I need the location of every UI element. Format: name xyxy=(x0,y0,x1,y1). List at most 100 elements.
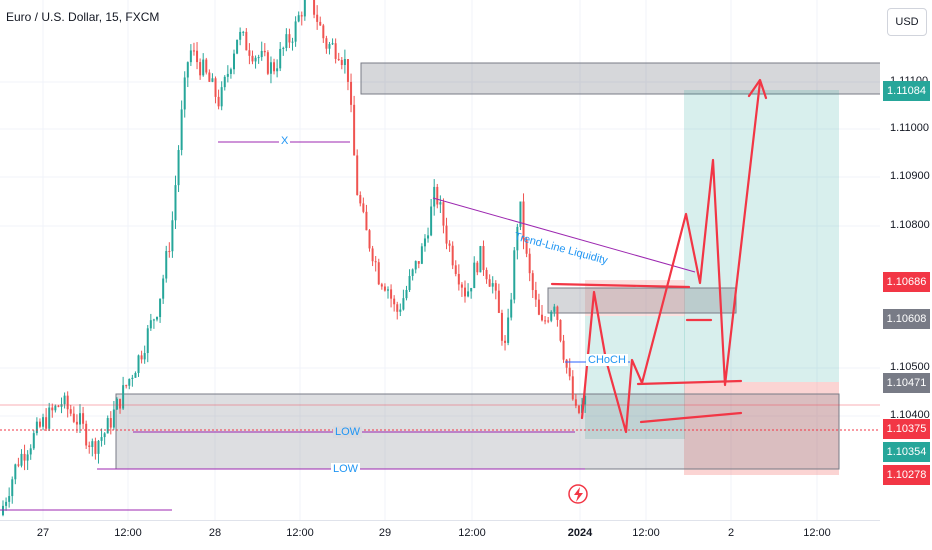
candle-body xyxy=(427,235,430,239)
candle-body xyxy=(214,78,217,97)
candle-body xyxy=(584,395,587,405)
candle-body xyxy=(97,440,100,454)
candle-body xyxy=(162,278,165,299)
candle-body xyxy=(368,230,371,249)
candle-body xyxy=(485,269,488,280)
candle-body xyxy=(504,340,507,343)
price-tick: 1.10900 xyxy=(890,170,930,182)
mid-supply-zone[interactable] xyxy=(547,287,737,314)
candle-body xyxy=(171,220,174,252)
candle-body xyxy=(17,464,20,466)
candle-body xyxy=(417,261,420,264)
candle-body xyxy=(189,50,192,63)
candle-body xyxy=(115,398,118,410)
currency-button[interactable]: USD xyxy=(887,8,927,36)
candle-body xyxy=(223,76,226,88)
candle-body xyxy=(152,319,155,321)
candle-body xyxy=(14,464,17,480)
candle-body xyxy=(476,262,479,273)
candle-body xyxy=(445,225,448,244)
candle-body xyxy=(103,433,106,438)
candle-body xyxy=(239,31,242,40)
candle-body xyxy=(423,238,426,247)
candle-body xyxy=(20,453,23,466)
candle-body xyxy=(57,405,60,407)
candle-body xyxy=(79,413,81,425)
time-tick: 27 xyxy=(36,527,50,539)
candle-body xyxy=(491,283,494,287)
candle-body xyxy=(229,69,232,74)
candle-body xyxy=(550,311,553,321)
candle-body xyxy=(208,72,211,82)
candle-body xyxy=(562,340,565,360)
price-badge: 1.10354 xyxy=(883,442,930,462)
candle-body xyxy=(568,367,571,377)
candle-body xyxy=(507,317,510,343)
candle-body xyxy=(319,21,322,26)
supply-zone-top[interactable] xyxy=(360,62,887,95)
candle-body xyxy=(8,496,11,502)
candle-body xyxy=(525,239,528,254)
target-zone[interactable] xyxy=(684,90,839,382)
candle-body xyxy=(420,246,423,264)
candle-body xyxy=(42,417,45,427)
candle-body xyxy=(205,59,208,73)
candle-body xyxy=(220,87,223,107)
candle-body xyxy=(390,289,393,299)
candle-body xyxy=(547,320,550,322)
candle-body xyxy=(69,409,72,414)
candle-body xyxy=(119,398,122,409)
time-tick: 12:00 xyxy=(632,527,660,539)
candle-body xyxy=(300,15,303,17)
candle-body xyxy=(430,206,433,236)
candle-body xyxy=(571,376,574,400)
price-tick: 1.10500 xyxy=(890,361,930,373)
trendline[interactable] xyxy=(432,197,696,273)
candle-body xyxy=(202,59,205,76)
candle-body xyxy=(186,62,189,78)
candle-body xyxy=(494,283,497,291)
candle-body xyxy=(460,284,463,288)
time-tick: 12:00 xyxy=(803,527,831,539)
candle-body xyxy=(60,404,63,407)
candle-body xyxy=(457,273,460,285)
candle-body xyxy=(109,418,112,428)
candle-body xyxy=(374,261,377,263)
candle-body xyxy=(322,25,325,39)
candle-body xyxy=(334,43,337,59)
candle-body xyxy=(134,373,137,378)
candle-body xyxy=(149,320,152,329)
candle-body xyxy=(32,433,35,449)
candle-body xyxy=(168,251,171,253)
candle-body xyxy=(383,286,386,291)
time-tick: 12:00 xyxy=(458,527,486,539)
event-bolt-icon[interactable] xyxy=(568,484,588,504)
candle-body xyxy=(343,59,346,66)
time-tick: 12:00 xyxy=(114,527,142,539)
stop-zone[interactable] xyxy=(684,382,839,475)
candle-body xyxy=(396,304,399,312)
candle-body xyxy=(82,413,85,424)
candle-body xyxy=(23,453,26,461)
price-badge: 1.10608 xyxy=(883,309,930,329)
candle-body xyxy=(488,279,491,287)
candle-body xyxy=(273,62,276,72)
candle-body xyxy=(45,417,48,429)
candles xyxy=(2,0,587,517)
candle-body xyxy=(91,441,94,447)
candle-body xyxy=(54,405,57,411)
candle-body xyxy=(405,290,408,299)
candle-body xyxy=(448,243,451,246)
candle-body xyxy=(279,48,282,69)
candle-body xyxy=(519,201,522,227)
time-tick: 2024 xyxy=(567,527,593,539)
time-tick: 12:00 xyxy=(286,527,314,539)
candle-body xyxy=(242,31,245,33)
candle-body xyxy=(266,52,269,74)
candle-body xyxy=(192,50,195,52)
candle-body xyxy=(137,355,140,374)
low-lower-label: LOW xyxy=(331,463,361,475)
candle-body xyxy=(313,0,316,15)
candle-body xyxy=(534,290,537,300)
